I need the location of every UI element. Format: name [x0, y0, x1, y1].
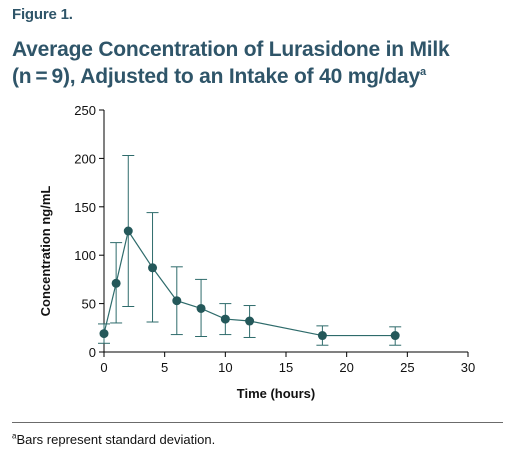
x-tick-label: 0	[100, 360, 107, 375]
y-ticks: 0 50 100 150 200 250	[74, 103, 104, 360]
figure-label: Figure 1.	[12, 6, 73, 23]
data-point	[196, 303, 206, 313]
y-tick-label: 0	[89, 345, 96, 360]
axes	[103, 110, 468, 353]
y-tick-label: 200	[74, 151, 96, 166]
y-axis-title: Concentration ng/mL	[38, 186, 53, 317]
x-tick-label: 25	[400, 360, 414, 375]
data-point	[99, 329, 109, 339]
y-axis-title-group: Concentration ng/mL	[38, 186, 53, 317]
x-tick-label: 15	[279, 360, 293, 375]
y-tick-label: 250	[74, 103, 96, 118]
x-axis-title: Time (hours)	[237, 386, 316, 401]
x-axis-title-group: Time (hours)	[237, 386, 316, 401]
title-footnote-marker: a	[420, 66, 426, 78]
data-point	[111, 278, 121, 288]
footnote-divider	[12, 422, 503, 423]
footnote-marker: a	[12, 431, 17, 441]
x-tick-label: 10	[218, 360, 232, 375]
data-point	[172, 296, 182, 306]
series-line	[103, 229, 396, 337]
y-tick-label: 150	[74, 200, 96, 215]
data-point	[245, 316, 255, 326]
series	[103, 229, 396, 337]
x-ticks: 0 5 10 15 20 25 30	[100, 352, 475, 375]
x-tick-label: 5	[161, 360, 168, 375]
y-tick-label: 50	[82, 297, 96, 312]
concentration-chart: Concentration ng/mL 0 5 10 15 20 25 30 0 50 100 1…	[38, 103, 475, 401]
footnote: aBars represent standard deviation.	[12, 432, 215, 447]
footnote-text: Bars represent standard deviation.	[16, 432, 216, 447]
data-point	[220, 314, 230, 324]
figure-title: Average Concentration of Lurasidone in M…	[12, 36, 507, 90]
data-point	[390, 331, 400, 341]
y-tick-label: 100	[74, 248, 96, 263]
figure-title-line1: Average Concentration of Lurasidone in M…	[12, 38, 450, 61]
data-point	[123, 226, 133, 236]
x-tick-label: 20	[339, 360, 353, 375]
data-points	[99, 226, 400, 341]
data-point	[148, 263, 158, 273]
x-tick-label: 30	[461, 360, 475, 375]
figure-title-line2: (n = 9), Adjusted to an Intake of 40 mg/…	[12, 65, 421, 88]
data-point	[317, 331, 327, 341]
